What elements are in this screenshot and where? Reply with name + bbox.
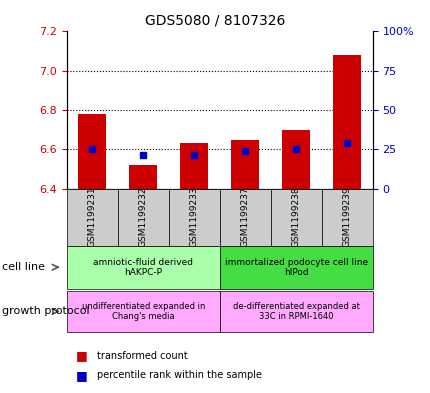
Text: GSM1199233: GSM1199233 [189,187,198,248]
Bar [180,143,208,189]
Bar [231,140,259,189]
Text: undifferentiated expanded in
Chang's media: undifferentiated expanded in Chang's med… [81,302,205,321]
Text: GDS5080 / 8107326: GDS5080 / 8107326 [145,14,285,28]
Text: GSM1199239: GSM1199239 [342,187,351,248]
Bar [117,189,169,246]
Bar [219,291,372,332]
Text: ■: ■ [75,349,87,362]
Bar [321,189,372,246]
Bar [332,55,360,189]
Bar [169,189,219,246]
Text: ■: ■ [75,369,87,382]
Bar [67,291,219,332]
Text: GSM1199232: GSM1199232 [138,187,147,247]
Bar [129,165,157,189]
Bar [282,130,310,189]
Text: transformed count: transformed count [97,351,187,361]
Bar [270,189,321,246]
Bar [219,246,372,289]
Text: GSM1199231: GSM1199231 [88,187,97,248]
Bar [67,246,219,289]
Text: growth protocol: growth protocol [2,307,89,316]
Text: GSM1199237: GSM1199237 [240,187,249,248]
Text: percentile rank within the sample: percentile rank within the sample [97,370,261,380]
Text: amniotic-fluid derived
hAKPC-P: amniotic-fluid derived hAKPC-P [93,257,193,277]
Text: cell line: cell line [2,262,45,272]
Text: GSM1199238: GSM1199238 [291,187,300,248]
Text: immortalized podocyte cell line
hIPod: immortalized podocyte cell line hIPod [224,257,367,277]
Text: de-differentiated expanded at
33C in RPMI-1640: de-differentiated expanded at 33C in RPM… [232,302,359,321]
Bar [67,189,117,246]
Bar [78,114,106,189]
Bar [219,189,270,246]
